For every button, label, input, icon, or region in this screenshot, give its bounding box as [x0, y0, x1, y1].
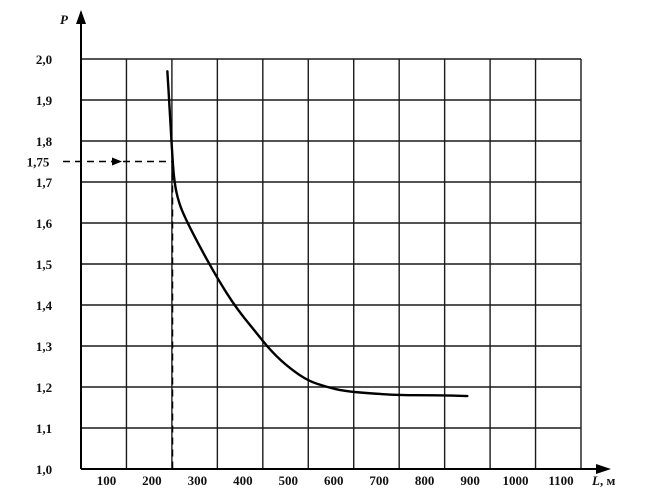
y-tick-label: 1,8 [36, 134, 53, 149]
x-tick-label: 300 [188, 473, 208, 488]
x-tick-label: 1000 [503, 473, 529, 488]
y-tick-label: 1,5 [36, 257, 53, 272]
x-tick-label: 500 [279, 473, 299, 488]
tick-labels: 1,0 1,1 1,2 1,3 1,4 1,5 1,6 1,7 1,8 1,9 2,0 100 200 3… [27, 52, 574, 488]
y-tick-label: 2,0 [36, 52, 52, 67]
y-tick-label: 1,7 [36, 175, 53, 190]
series-line [166, 70, 469, 398]
x-axis-title-letter: L [591, 473, 600, 488]
axis-titles: P L, м [60, 12, 615, 488]
x-axis-title: L, м [591, 473, 615, 488]
x-tick-label: 1100 [548, 473, 573, 488]
y-tick-label: 1,3 [36, 339, 53, 354]
x-tick-label: 100 [97, 473, 117, 488]
y-axis-title: P [60, 12, 69, 27]
x-axis-arrow [596, 464, 611, 474]
y-tick-label: 1,2 [36, 380, 52, 395]
y-axis-arrow [76, 10, 86, 24]
annotation-guides [63, 157, 174, 469]
annotation-label: 1,75 [27, 155, 50, 170]
y-tick-label: 1,4 [36, 298, 53, 313]
y-tick-label: 1,6 [36, 216, 53, 231]
y-tick-label: 1,1 [36, 421, 52, 436]
axes [76, 10, 611, 474]
x-tick-label: 600 [324, 473, 344, 488]
x-axis-unit: , м [600, 473, 616, 488]
y-tick-label: 1,0 [36, 462, 52, 477]
x-tick-label: 900 [460, 473, 480, 488]
series-group [166, 70, 469, 398]
x-tick-label: 800 [415, 473, 435, 488]
annotation-arrow [112, 157, 122, 166]
x-tick-label: 200 [142, 473, 162, 488]
grid [81, 58, 582, 469]
x-tick-label: 700 [369, 473, 389, 488]
y-tick-label: 1,9 [36, 93, 53, 108]
x-tick-label: 400 [233, 473, 253, 488]
